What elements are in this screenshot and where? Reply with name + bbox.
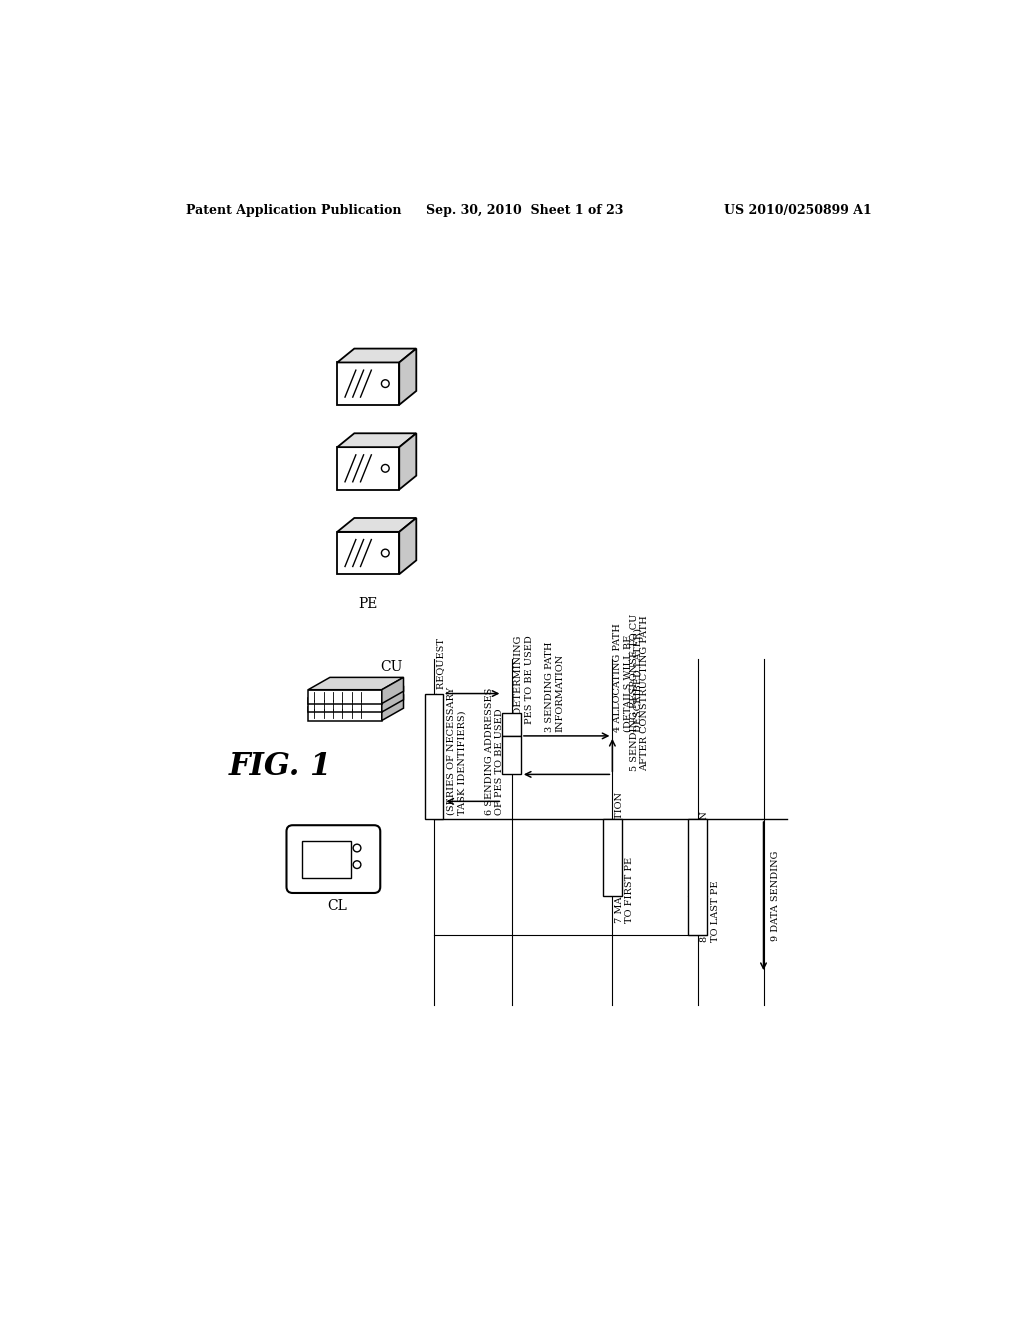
- Polygon shape: [382, 686, 403, 711]
- Polygon shape: [399, 348, 417, 405]
- Bar: [302, 841, 351, 878]
- Text: US 2010/0250899 A1: US 2010/0250899 A1: [724, 205, 872, 218]
- Text: 2 DETERMINING
PES TO BE USED: 2 DETERMINING PES TO BE USED: [514, 636, 534, 725]
- Text: 7 MAKING CONNECTION
TO FIRST PE: 7 MAKING CONNECTION TO FIRST PE: [615, 792, 635, 923]
- Text: Sep. 30, 2010  Sheet 1 of 23: Sep. 30, 2010 Sheet 1 of 23: [426, 205, 624, 218]
- Polygon shape: [337, 348, 417, 363]
- Bar: [425, 693, 443, 818]
- Polygon shape: [382, 677, 403, 704]
- Polygon shape: [399, 433, 417, 490]
- Polygon shape: [337, 433, 417, 447]
- Polygon shape: [337, 363, 399, 405]
- Polygon shape: [308, 706, 382, 721]
- Text: 4 ALLOCATING PATH
(DETAILS WILL BE
DESCRIBED LATER): 4 ALLOCATING PATH (DETAILS WILL BE DESCR…: [613, 623, 643, 733]
- Polygon shape: [308, 677, 403, 689]
- Bar: [603, 818, 622, 896]
- Polygon shape: [399, 517, 417, 574]
- Text: 5 SENDING RESPONSE TO CU
AFTER CONSTRUCTING PATH: 5 SENDING RESPONSE TO CU AFTER CONSTRUCT…: [630, 614, 649, 771]
- Polygon shape: [308, 694, 403, 706]
- Bar: [503, 737, 521, 775]
- Text: 9 DATA SENDING: 9 DATA SENDING: [771, 851, 780, 941]
- Polygon shape: [308, 689, 382, 704]
- Polygon shape: [308, 686, 403, 698]
- Text: PE: PE: [358, 597, 378, 611]
- Polygon shape: [308, 698, 382, 711]
- Text: FIG. 1: FIG. 1: [228, 751, 332, 783]
- Text: 8 MAKING CONNECTION
TO LAST PE: 8 MAKING CONNECTION TO LAST PE: [700, 812, 720, 942]
- Polygon shape: [382, 694, 403, 721]
- Text: 3 SENDING PATH
INFORMATION: 3 SENDING PATH INFORMATION: [545, 642, 564, 733]
- Text: CU: CU: [380, 660, 402, 673]
- Text: 6 SENDING ADDRESSES
OF PES TO BE USED: 6 SENDING ADDRESSES OF PES TO BE USED: [485, 688, 504, 816]
- Bar: [503, 713, 521, 737]
- Polygon shape: [337, 517, 417, 532]
- Polygon shape: [337, 532, 399, 574]
- Text: 1 SERVICE EXECUTION REQUEST
(SERIES OF NECESSARY
TASK IDENTIFIERS): 1 SERVICE EXECUTION REQUEST (SERIES OF N…: [436, 638, 466, 816]
- Text: CL: CL: [328, 899, 347, 913]
- FancyBboxPatch shape: [287, 825, 380, 892]
- Polygon shape: [337, 447, 399, 490]
- Text: Patent Application Publication: Patent Application Publication: [186, 205, 401, 218]
- Bar: [688, 818, 707, 935]
